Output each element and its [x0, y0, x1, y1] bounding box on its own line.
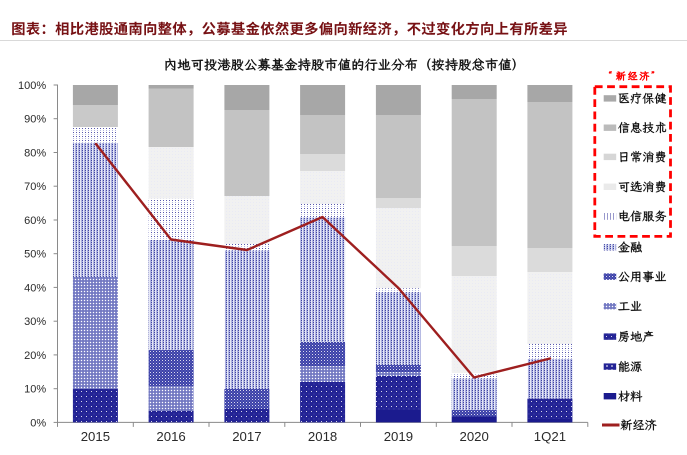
- svg-text:10%: 10%: [24, 384, 46, 396]
- svg-text:2017: 2017: [232, 429, 261, 444]
- svg-text:90%: 90%: [24, 114, 46, 126]
- svg-text:20%: 20%: [24, 350, 46, 362]
- svg-text:100%: 100%: [18, 80, 46, 92]
- svg-text:2015: 2015: [81, 429, 110, 444]
- svg-text:2018: 2018: [308, 429, 337, 444]
- svg-text:60%: 60%: [24, 215, 46, 227]
- svg-text:30%: 30%: [24, 316, 46, 328]
- svg-text:50%: 50%: [24, 249, 46, 261]
- svg-text:70%: 70%: [24, 181, 46, 193]
- svg-text:1Q21: 1Q21: [534, 429, 566, 444]
- svg-text:2020: 2020: [460, 429, 489, 444]
- svg-text:0%: 0%: [30, 417, 46, 429]
- svg-text:2016: 2016: [156, 429, 185, 444]
- svg-text:2019: 2019: [384, 429, 413, 444]
- svg-text:80%: 80%: [24, 147, 46, 159]
- svg-text:40%: 40%: [24, 282, 46, 294]
